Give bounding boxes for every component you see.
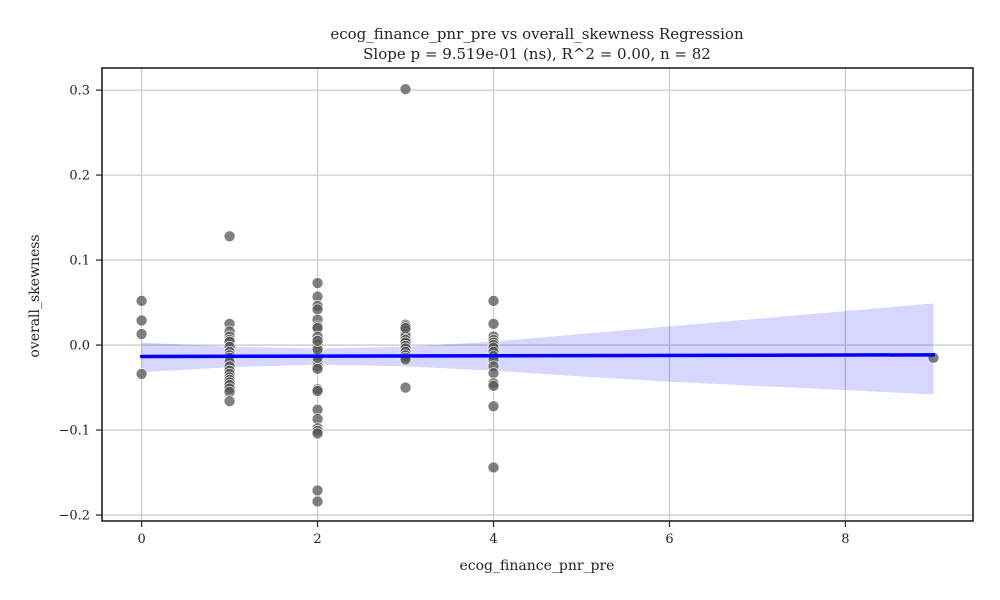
data-point — [311, 303, 324, 316]
data-point — [487, 318, 500, 330]
y-axis-label: overall_skewness — [27, 234, 43, 357]
chart-subtitle: Slope p = 9.519e-01 (ns), R^2 = 0.00, n … — [363, 45, 711, 63]
x-tick-label: 4 — [489, 532, 497, 547]
data-point — [135, 314, 148, 327]
grid-lines — [102, 68, 973, 521]
data-point — [311, 277, 324, 289]
data-point — [399, 83, 412, 96]
data-point — [487, 380, 500, 392]
plot-frame — [101, 67, 974, 522]
data-point — [223, 395, 236, 407]
y-tick-label: 0.1 — [69, 254, 90, 269]
data-point — [399, 381, 412, 394]
y-tick-label: 0.3 — [69, 84, 90, 99]
data-point — [311, 335, 324, 347]
data-point — [311, 427, 324, 440]
y-tick-label: 0.0 — [69, 339, 90, 354]
data-point — [487, 461, 500, 474]
data-point — [135, 295, 148, 307]
confidence-band-layer — [141, 303, 934, 395]
data-point — [311, 363, 324, 375]
data-point — [311, 495, 324, 508]
data-point — [311, 385, 324, 397]
x-tick-label: 6 — [665, 532, 673, 547]
x-axis-label: ecog_finance_pnr_pre — [460, 558, 615, 574]
data-point — [487, 295, 500, 307]
regression-line-layer — [139, 353, 936, 359]
data-point — [135, 368, 148, 380]
data-point — [487, 400, 500, 413]
regression-line — [139, 353, 936, 359]
scatter-points — [135, 83, 940, 508]
x-tick-label: 2 — [313, 532, 321, 547]
confidence-band — [141, 303, 934, 395]
data-point — [311, 484, 324, 497]
chart-title: ecog_finance_pnr_pre vs overall_skewness… — [330, 25, 744, 43]
data-point — [487, 367, 500, 379]
x-tick-label: 0 — [137, 532, 145, 547]
data-point — [135, 328, 148, 340]
data-point — [223, 230, 236, 243]
y-tick-label: 0.2 — [69, 169, 90, 184]
y-tick-label: −0.1 — [58, 424, 90, 439]
data-point — [399, 322, 412, 334]
axis-ticks: 0 2 4 6 8 −0.2 −0.1 0.0 0.1 0.2 0.3 — [58, 84, 849, 547]
x-tick-label: 8 — [841, 532, 849, 547]
y-tick-label: −0.2 — [58, 509, 90, 524]
